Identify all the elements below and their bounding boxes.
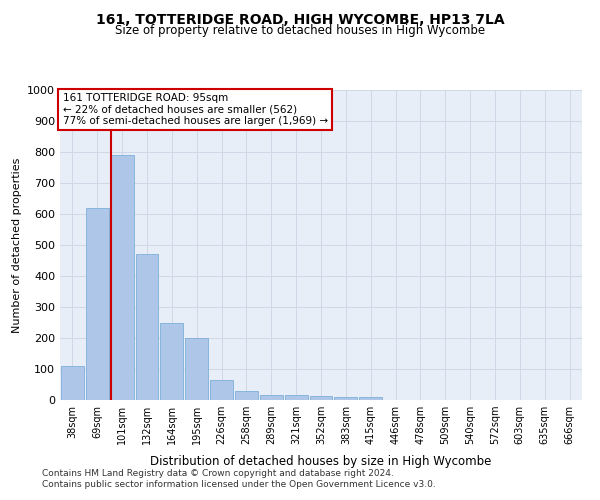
Y-axis label: Number of detached properties: Number of detached properties — [11, 158, 22, 332]
Bar — [160, 322, 183, 400]
Bar — [61, 366, 84, 400]
X-axis label: Distribution of detached houses by size in High Wycombe: Distribution of detached houses by size … — [151, 456, 491, 468]
Bar — [210, 380, 233, 400]
Text: 161 TOTTERIDGE ROAD: 95sqm
← 22% of detached houses are smaller (562)
77% of sem: 161 TOTTERIDGE ROAD: 95sqm ← 22% of deta… — [62, 93, 328, 126]
Bar — [136, 254, 158, 400]
Bar — [86, 208, 109, 400]
Text: Contains public sector information licensed under the Open Government Licence v3: Contains public sector information licen… — [42, 480, 436, 489]
Bar — [359, 397, 382, 400]
Bar — [334, 397, 357, 400]
Bar — [235, 392, 258, 400]
Bar — [285, 396, 308, 400]
Text: Size of property relative to detached houses in High Wycombe: Size of property relative to detached ho… — [115, 24, 485, 37]
Bar — [260, 395, 283, 400]
Bar — [310, 396, 332, 400]
Bar — [111, 155, 134, 400]
Text: 161, TOTTERIDGE ROAD, HIGH WYCOMBE, HP13 7LA: 161, TOTTERIDGE ROAD, HIGH WYCOMBE, HP13… — [95, 12, 505, 26]
Bar — [185, 338, 208, 400]
Text: Contains HM Land Registry data © Crown copyright and database right 2024.: Contains HM Land Registry data © Crown c… — [42, 468, 394, 477]
